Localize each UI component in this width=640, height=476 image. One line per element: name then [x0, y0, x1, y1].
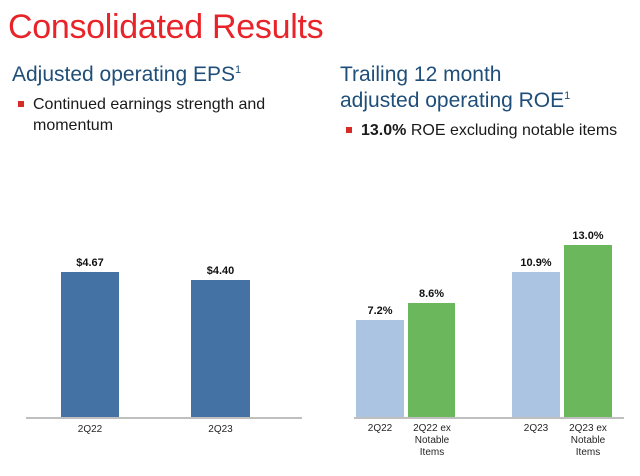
bar-label-roe-2q23-ex-notable: 13.0% [572, 230, 604, 242]
roe-tick-text-2q22: 2Q22 [367, 423, 393, 434]
bar-label-roe-2q23: 10.9% [520, 257, 552, 269]
right-column-heading-line2: adjusted operating ROE [340, 89, 565, 112]
left-column-heading-footnote-marker: 1 [234, 64, 242, 76]
roe-tick-text-2q23-ex-notable: 2Q23 ex Notable Items [569, 423, 607, 458]
bar-roe-2q22-ex-notable: 8.6% [408, 288, 455, 418]
eps-tick-text-2q22: 2Q22 [77, 424, 103, 435]
right-column-bullet-rest: ROE excluding notable items [406, 122, 618, 139]
left-column-heading: Adjusted operating EPS1 [12, 62, 317, 88]
eps-axis-line [26, 417, 302, 419]
right-column-heading-line1: Trailing 12 month [340, 63, 502, 86]
right-column-bullet-text: 13.0% ROE excluding notable items [361, 120, 632, 141]
right-column-heading: Trailing 12 month adjusted operating ROE… [340, 62, 632, 114]
roe-tick-label-2q23-ex-notable: 2Q23 ex Notable Items [560, 423, 616, 459]
eps-plot-area: $4.67 $4.40 [14, 200, 314, 418]
eps-tick-label-2q22: 2Q22 [61, 424, 119, 436]
bar-eps-2q23: $4.40 [191, 265, 250, 418]
eps-tick-text-2q23: 2Q23 [208, 424, 233, 435]
bar-label-eps-2q23: $4.40 [206, 265, 235, 277]
right-column-heading-footnote-marker: 1 [564, 90, 571, 102]
bar-eps-2q22: $4.67 [61, 257, 119, 418]
roe-plot-area: 7.2% 8.6% 10.9% 13.0% [340, 200, 636, 418]
left-column: Adjusted operating EPS1 Continued earnin… [12, 62, 317, 136]
eps-bar-chart: $4.67 $4.40 2Q22 2Q23 [14, 200, 314, 466]
bar-roe-2q23-ex-notable: 13.0% [564, 230, 612, 418]
roe-axis-line [354, 417, 624, 419]
left-column-bullet-text: Continued earnings strength and momentum [33, 96, 266, 134]
right-column-bullet-item: 13.0% ROE excluding notable items [340, 120, 632, 141]
square-bullet-icon [18, 101, 24, 107]
square-bullet-icon [346, 127, 352, 133]
right-column-bullet-emphasis: 13.0% [361, 122, 407, 139]
left-column-bullet-item: Continued earnings strength and momentum [12, 94, 317, 136]
right-column: Trailing 12 month adjusted operating ROE… [340, 62, 632, 141]
bar-label-eps-2q22: $4.67 [76, 257, 104, 269]
roe-tick-label-2q22-ex-notable: 2Q22 ex Notable Items [404, 423, 460, 459]
bar-roe-2q22: 7.2% [356, 305, 404, 418]
eps-tick-label-2q23: 2Q23 [191, 424, 250, 436]
roe-tick-text-2q22-ex-notable: 2Q22 ex Notable Items [413, 423, 451, 458]
roe-tick-label-2q23: 2Q23 [508, 423, 564, 435]
bar-roe-2q23: 10.9% [512, 257, 560, 418]
bar-label-roe-2q22: 7.2% [367, 305, 393, 317]
roe-tick-label-2q22: 2Q22 [352, 423, 408, 435]
roe-bar-chart: 7.2% 8.6% 10.9% 13.0% 2Q22 2Q22 ex Notab… [340, 200, 636, 476]
page-title: Consolidated Results [8, 8, 324, 46]
bar-label-roe-2q22-ex-notable: 8.6% [418, 288, 445, 300]
left-column-heading-text: Adjusted operating EPS [12, 63, 235, 86]
roe-tick-text-2q23: 2Q23 [523, 423, 549, 434]
